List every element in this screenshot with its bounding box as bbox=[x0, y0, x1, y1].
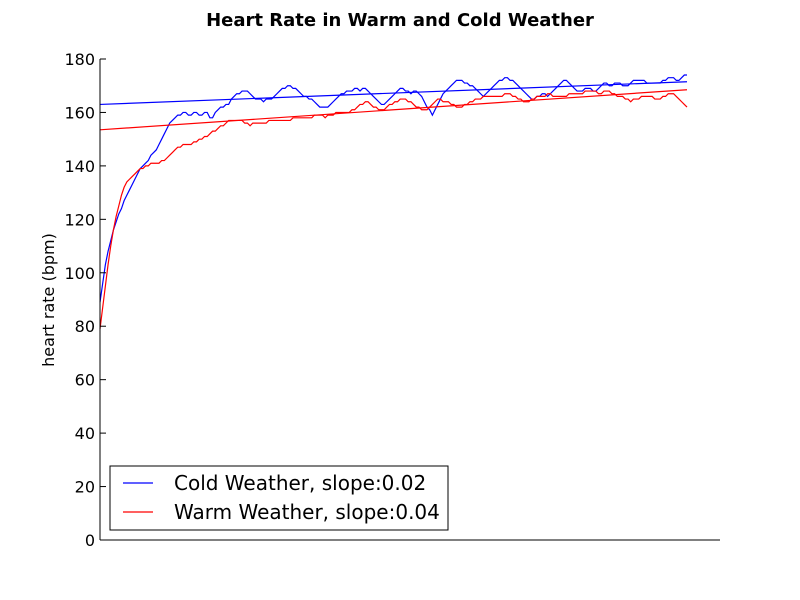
y-tick-label: 0 bbox=[85, 531, 95, 550]
axes: 0 20 40 60 80 100 120 140 160 180 bbox=[64, 50, 720, 550]
legend: Cold Weather, slope:0.02 Warm Weather, sl… bbox=[109, 465, 449, 531]
y-tick-label: 140 bbox=[64, 157, 95, 176]
y-axis-label: heart rate (bpm) bbox=[39, 233, 58, 367]
legend-label-cold-weather: Cold Weather, slope:0.02 bbox=[174, 471, 426, 495]
trendline-cold-weather bbox=[99, 81, 688, 106]
legend-label-warm-weather: Warm Weather, slope:0.04 bbox=[174, 500, 440, 524]
y-tick-label: 160 bbox=[64, 103, 95, 122]
y-tick-label: 80 bbox=[75, 317, 95, 336]
chart-title: Heart Rate in Warm and Cold Weather bbox=[206, 10, 594, 31]
trendline-warm-weather bbox=[99, 89, 688, 131]
legend-box bbox=[109, 465, 449, 531]
y-tick-label: 60 bbox=[75, 371, 95, 390]
plot-area bbox=[99, 74, 688, 329]
series-line-cold-weather bbox=[99, 74, 687, 303]
y-tick-label: 100 bbox=[64, 264, 95, 283]
y-tick-label: 40 bbox=[75, 424, 95, 443]
y-tick-label: 120 bbox=[64, 210, 95, 229]
y-tick-label: 180 bbox=[64, 50, 95, 69]
y-tick-label: 20 bbox=[75, 478, 95, 497]
series-line-warm-weather bbox=[99, 90, 688, 329]
